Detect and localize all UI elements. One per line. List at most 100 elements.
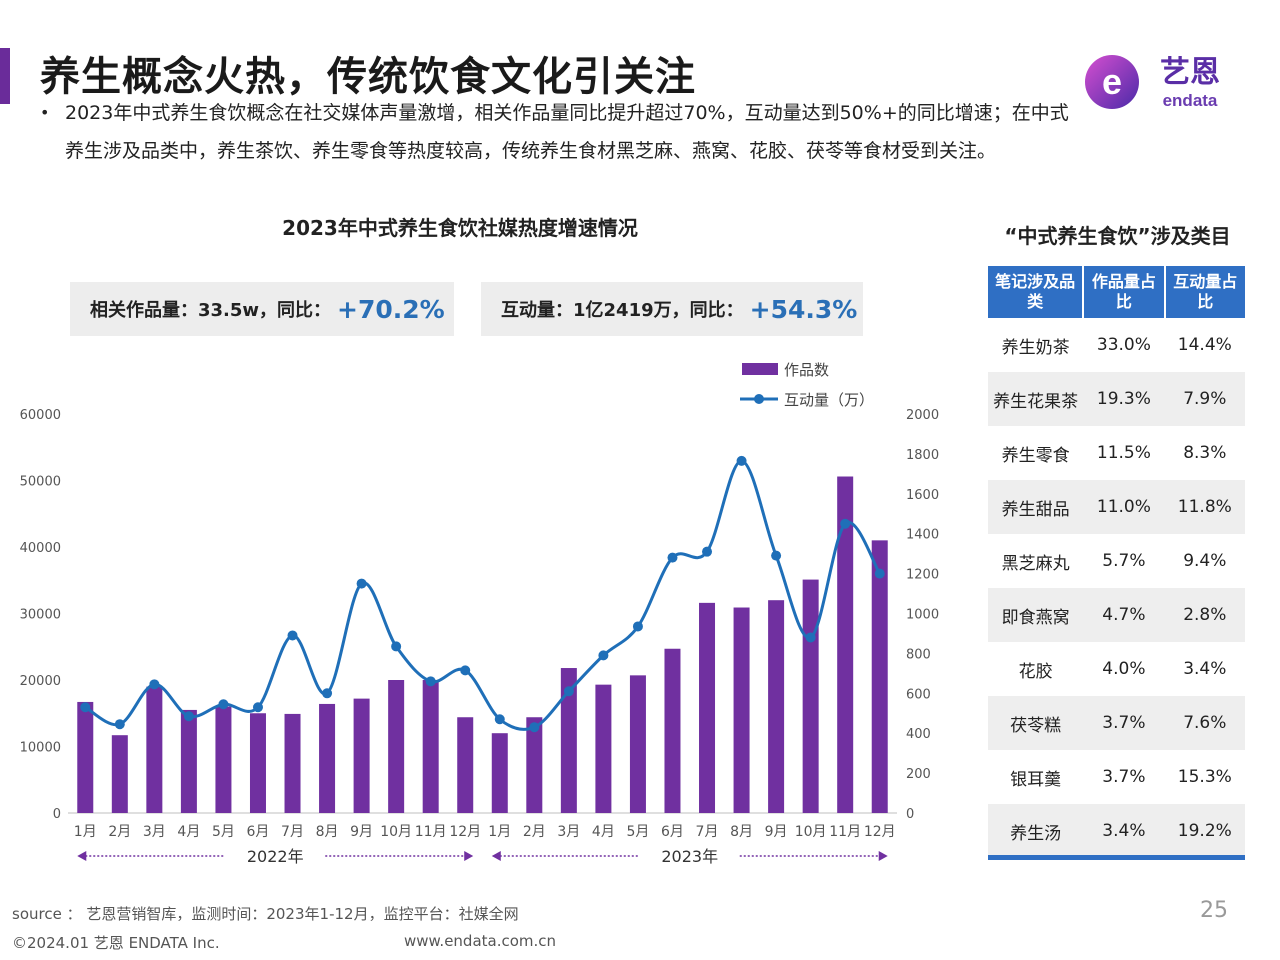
- left-axis-tick-label: 50000: [20, 475, 61, 490]
- summary-bullet: • 2023年中式养生食饮概念在社交媒体声量激增，相关作品量同比提升超过70%，…: [40, 94, 1080, 170]
- kpi-interaction-box: 互动量：1亿2419万，同比： +54.3%: [481, 282, 863, 336]
- table-row: 茯苓糕 3.7% 7.6%: [988, 696, 1245, 750]
- right-axis-tick-label: 2000: [906, 408, 939, 423]
- right-axis-tick-label: 1800: [906, 448, 939, 463]
- page-title: 养生概念火热，传统饮食文化引关注: [40, 54, 696, 100]
- left-axis-tick-label: 40000: [20, 541, 61, 556]
- left-axis-tick-label: 0: [53, 807, 61, 822]
- x-axis-tick-label: 10月: [795, 824, 827, 840]
- line-point-interaction: [218, 699, 229, 710]
- legend-line-label: 互动量（万）: [784, 391, 874, 409]
- right-axis-tick-label: 800: [906, 647, 931, 662]
- x-axis-tick-label: 8月: [316, 824, 339, 840]
- left-axis-tick-label: 30000: [20, 608, 61, 623]
- line-point-interaction: [702, 546, 713, 557]
- x-axis-tick-label: 1月: [488, 824, 511, 840]
- table-cell-interaction-share: 11.8%: [1164, 480, 1245, 534]
- table-cell-interaction-share: 3.4%: [1183, 659, 1227, 679]
- table-cell-category: 养生奶茶: [1001, 337, 1070, 358]
- table-row: 养生汤 3.4% 19.2%: [988, 804, 1245, 858]
- bar-works: [629, 675, 646, 813]
- table-cell-works-share: 3.7%: [1083, 696, 1165, 750]
- year-label: 2023年: [661, 847, 718, 866]
- bar-works: [422, 680, 439, 813]
- line-point-interaction: [874, 568, 885, 579]
- table-cell-interaction-share: 19.2%: [1164, 804, 1245, 858]
- logo-badge: [1085, 55, 1139, 109]
- table-cell-interaction-share: 2.8%: [1164, 588, 1245, 642]
- bar-works: [180, 709, 197, 813]
- table-row: 养生花果茶 19.3% 7.9%: [988, 372, 1245, 426]
- table-row: 花胶 4.0% 3.4%: [988, 642, 1245, 696]
- bar-works: [146, 686, 163, 813]
- line-point-interaction: [149, 679, 160, 690]
- endata-logo: e 艺恩 endata: [1085, 55, 1220, 110]
- right-axis-tick-label: 600: [906, 687, 931, 702]
- line-point-interaction: [529, 722, 540, 733]
- legend-bar-swatch: [742, 363, 778, 375]
- line-point-interaction: [114, 719, 125, 730]
- x-axis-tick-label: 6月: [661, 824, 684, 840]
- x-axis-tick-label: 3月: [143, 824, 166, 840]
- x-axis-tick-label: 4月: [592, 824, 615, 840]
- table-cell-category: 茯苓糕: [988, 696, 1084, 750]
- table-cell-works-share: 3.7%: [1102, 767, 1146, 787]
- x-axis-tick-label: 12月: [864, 824, 896, 840]
- table-cell-interaction-share: 7.6%: [1164, 696, 1245, 750]
- right-axis-tick-label: 0: [906, 807, 914, 822]
- bar-works: [768, 600, 785, 813]
- x-axis-tick-label: 5月: [626, 824, 649, 840]
- combo-chart: 0 10000 20000 30000 40000 50000 60000 0 200 400 60…: [20, 361, 939, 866]
- line-interaction: [84, 459, 882, 731]
- bar-works: [526, 717, 543, 813]
- year-range-arrow-left: [77, 851, 87, 861]
- bar-works: [457, 717, 474, 813]
- x-axis-tick-label: 2月: [523, 824, 546, 840]
- table-cell-interaction-share: 15.3%: [1177, 767, 1232, 787]
- bar-works: [664, 648, 681, 813]
- line-point-interaction: [356, 578, 367, 589]
- line-point-interaction: [80, 702, 91, 713]
- logo-name-en: endata: [1163, 91, 1218, 110]
- x-axis-tick-label: 6月: [247, 824, 270, 840]
- x-axis-tick-label: 9月: [350, 824, 373, 840]
- website-link[interactable]: www.endata.com.cn: [404, 932, 557, 950]
- right-axis-tick-label: 1000: [906, 608, 939, 623]
- line-point-interaction: [563, 686, 574, 697]
- copyright: ©2024.01 艺恩 ENDATA Inc.: [12, 934, 220, 952]
- table-cell-works-share: 4.7%: [1083, 588, 1165, 642]
- bar-works: [837, 476, 854, 813]
- x-axis-tick-label: 11月: [829, 824, 861, 840]
- line-point-interaction: [460, 665, 471, 676]
- bar-works: [77, 701, 94, 813]
- table-cell-works-share: 11.5%: [1096, 443, 1151, 463]
- right-axis-tick-label: 1600: [906, 488, 939, 503]
- table-row: 养生零食 11.5% 8.3%: [988, 426, 1245, 480]
- x-axis-tick-label: 9月: [765, 824, 788, 840]
- table-cell-category: 银耳羹: [1010, 769, 1062, 790]
- bar-works: [319, 703, 336, 813]
- x-axis-tick-label: 5月: [212, 824, 235, 840]
- x-axis-tick-label: 7月: [696, 824, 719, 840]
- year-range-arrow-left: [491, 851, 501, 861]
- logo-letter: e: [1102, 61, 1122, 102]
- table-row: 养生甜品 11.0% 11.8%: [988, 480, 1245, 534]
- title-accent-bar: [0, 48, 10, 104]
- bar-works: [491, 733, 508, 813]
- right-axis-tick-label: 1200: [906, 568, 939, 583]
- line-point-interaction: [805, 632, 816, 643]
- bar-works: [388, 680, 405, 813]
- bar-works: [595, 684, 612, 813]
- right-axis-tick-label: 200: [906, 767, 931, 782]
- table-cell-category: 即食燕窝: [988, 588, 1084, 642]
- line-point-interaction: [287, 630, 298, 641]
- chart-title: 2023年中式养生食饮社媒热度增速情况: [282, 216, 638, 240]
- x-axis-tick-label: 10月: [380, 824, 412, 840]
- x-axis-tick-label: 7月: [281, 824, 304, 840]
- kpi-works-box: 相关作品量：33.5w，同比： +70.2%: [70, 282, 454, 336]
- x-axis-tick-label: 11月: [415, 824, 447, 840]
- right-axis-tick-label: 1400: [906, 528, 939, 543]
- bar-works: [111, 735, 128, 813]
- bar-works: [215, 706, 232, 813]
- table-cell-category: 养生花果茶: [988, 372, 1084, 426]
